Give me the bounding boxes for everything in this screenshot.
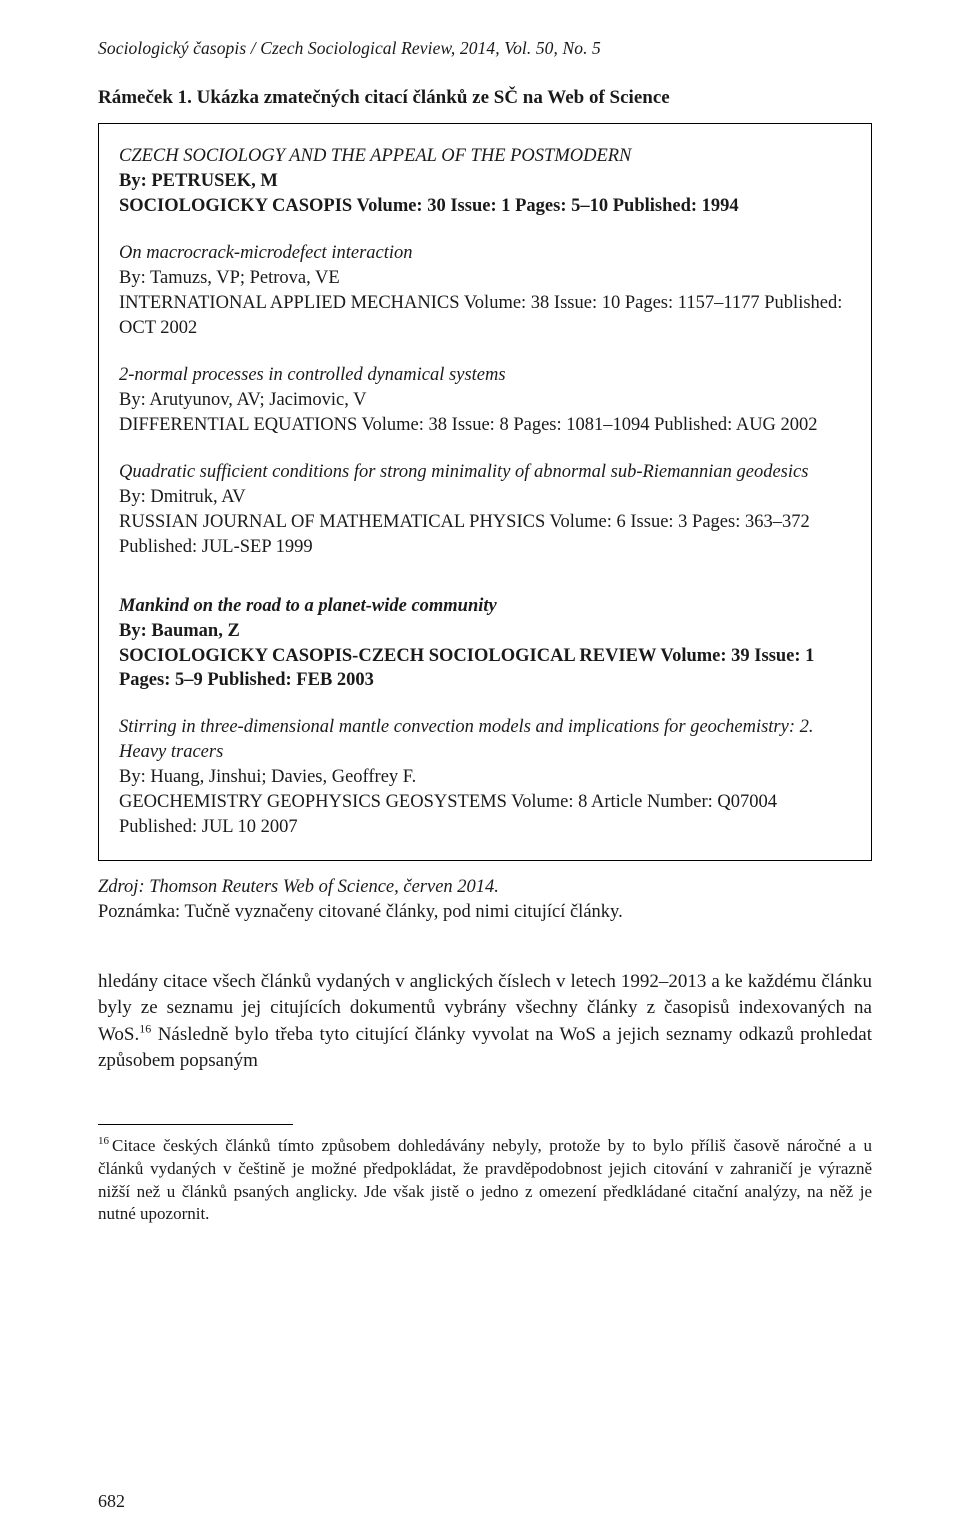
citation: 2-normal processes in controlled dynamic… <box>119 363 851 438</box>
citation-title: Mankind on the road to a planet-wide com… <box>119 594 851 619</box>
citation-meta: DIFFERENTIAL EQUATIONS Volume: 38 Issue:… <box>119 413 851 438</box>
citation-meta: RUSSIAN JOURNAL OF MATHEMATICAL PHYSICS … <box>119 510 851 560</box>
page: Sociologický časopis / Czech Sociologica… <box>0 0 960 1538</box>
footnote-rule <box>98 1124 293 1125</box>
footnote-number: 16 <box>98 1135 109 1147</box>
page-number: 682 <box>98 1491 125 1512</box>
citation-meta: SOCIOLOGICKY CASOPIS-CZECH SOCIOLOGICAL … <box>119 644 851 694</box>
citation-by: By: Arutyunov, AV; Jacimovic, V <box>119 388 851 413</box>
citation: Quadratic sufficient conditions for stro… <box>119 460 851 560</box>
citation-by: By: Tamuzs, VP; Petrova, VE <box>119 266 851 291</box>
box-title: Rámeček 1. Ukázka zmatečných citací člán… <box>98 87 872 109</box>
citation-meta: INTERNATIONAL APPLIED MECHANICS Volume: … <box>119 291 851 341</box>
citation-title: On macrocrack-microdefect interaction <box>119 241 851 266</box>
citation-by: By: Huang, Jinshui; Davies, Geoffrey F. <box>119 765 851 790</box>
body-text-post: Následně bylo třeba tyto citující články… <box>98 1024 872 1071</box>
citation-by: By: PETRUSEK, M <box>119 169 851 194</box>
citation: Mankind on the road to a planet-wide com… <box>119 594 851 694</box>
citation-title: Quadratic sufficient conditions for stro… <box>119 460 851 485</box>
footnote-ref: 16 <box>139 1021 151 1035</box>
citation-meta: GEOCHEMISTRY GEOPHYSICS GEOSYSTEMS Volum… <box>119 790 851 840</box>
citation: CZECH SOCIOLOGY AND THE APPEAL OF THE PO… <box>119 144 851 219</box>
citation-by: By: Dmitruk, AV <box>119 485 851 510</box>
source-line: Zdroj: Thomson Reuters Web of Science, č… <box>98 875 872 900</box>
running-head: Sociologický časopis / Czech Sociologica… <box>98 38 872 59</box>
citation-title: 2-normal processes in controlled dynamic… <box>119 363 851 388</box>
citation-title: CZECH SOCIOLOGY AND THE APPEAL OF THE PO… <box>119 144 851 169</box>
citation-meta: SOCIOLOGICKY CASOPIS Volume: 30 Issue: 1… <box>119 194 851 219</box>
source-note: Poznámka: Tučně vyznačeny citované článk… <box>98 900 872 925</box>
citation: On macrocrack-microdefect interaction By… <box>119 241 851 341</box>
citation-title: Stirring in three-dimensional mantle con… <box>119 715 851 765</box>
body-paragraph: hledány citace všech článků vydaných v a… <box>98 969 872 1074</box>
citation-by: By: Bauman, Z <box>119 619 851 644</box>
footnote-text: Citace českých článků tímto způsobem doh… <box>98 1136 872 1223</box>
citation: Stirring in three-dimensional mantle con… <box>119 715 851 840</box>
citation-box: CZECH SOCIOLOGY AND THE APPEAL OF THE PO… <box>98 123 872 861</box>
footnote: 16Citace českých článků tímto způsobem d… <box>98 1135 872 1226</box>
box-source: Zdroj: Thomson Reuters Web of Science, č… <box>98 875 872 925</box>
